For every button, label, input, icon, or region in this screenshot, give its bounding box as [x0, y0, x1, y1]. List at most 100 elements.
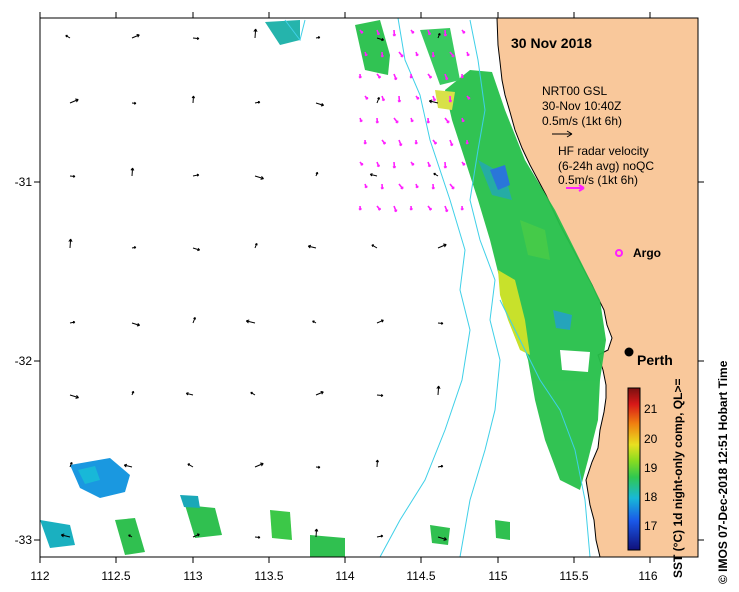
hf-vector: [376, 29, 380, 36]
sst-colorbar: [627, 387, 641, 551]
hf-vector: [375, 117, 379, 124]
imos-credit: © IMOS 07-Dec-2018 12:51 Hobart Time: [716, 360, 730, 584]
hf-vector: [376, 205, 381, 211]
nrt-vector: [428, 99, 439, 104]
hf-vector: [359, 117, 363, 123]
map-frame: [39, 17, 699, 558]
nrt-vector: [433, 172, 439, 177]
hf-vector: [358, 205, 362, 211]
hf-vector: [427, 73, 432, 79]
nrt-vector: [437, 321, 444, 325]
nrt-vector: [123, 463, 133, 468]
nrt-vector: [254, 535, 261, 539]
nrt-vector: [131, 246, 137, 249]
hf-vector: [397, 95, 402, 103]
colorbar-tick: 18: [644, 490, 658, 504]
nrt-vector: [185, 392, 194, 396]
nrt-vector: [128, 534, 133, 538]
hf-vector: [426, 117, 430, 124]
hf-vector: [393, 205, 398, 213]
sst-coastal-band: [265, 20, 606, 490]
nrt-vector: [191, 95, 196, 104]
hf-vector: [432, 139, 437, 145]
y-tick-label: -31: [15, 175, 33, 189]
hf-vector: [359, 161, 364, 166]
nrt-vector: [371, 244, 378, 249]
map-title: 30 Nov 2018: [511, 35, 592, 51]
nrt-vector: [131, 33, 140, 39]
nrt-current-vectors: [60, 28, 447, 541]
nrt-legend-title: NRT00 GSL: [542, 84, 607, 98]
hf-vector: [465, 139, 469, 145]
x-tick-label: 113.5: [254, 569, 283, 583]
hf-vector: [393, 117, 399, 124]
hf-vector: [358, 73, 362, 79]
argo-float-marker: [615, 249, 623, 257]
x-tick-label: 113: [183, 569, 202, 583]
x-tick-label: 114: [335, 569, 354, 583]
hf-vector: [461, 161, 466, 166]
hf-vector: [409, 205, 413, 211]
hf-vector: [381, 139, 386, 145]
nrt-vector: [69, 98, 79, 104]
hf-vector: [449, 51, 455, 58]
nrt-vector: [69, 461, 73, 468]
colorbar-tick: 17: [644, 519, 658, 533]
nrt-vector: [60, 533, 71, 538]
hf-vector: [414, 139, 418, 145]
nrt-vector: [312, 320, 317, 324]
nrt-vector: [187, 463, 194, 468]
hf-vector: [444, 205, 449, 213]
nrt-vector: [376, 534, 384, 538]
hf-vector: [415, 95, 420, 100]
hf-vector: [432, 95, 436, 102]
x-tick-label: 115.5: [559, 569, 588, 583]
hf-vector: [415, 183, 419, 189]
nrt-vector: [245, 319, 256, 324]
nrt-vector: [192, 247, 201, 252]
nrt-vector: [250, 391, 256, 396]
hf-vector: [449, 183, 455, 190]
nrt-vector: [192, 317, 197, 324]
hf-vector: [443, 29, 448, 37]
hf-vector: [461, 117, 465, 123]
nrt-vector: [254, 242, 258, 249]
hf-vector: [460, 205, 464, 211]
nrt-legend-time: 30-Nov 10:40Z: [542, 99, 621, 113]
bathymetry-contours: [284, 18, 591, 557]
nrt-vector: [376, 319, 384, 324]
x-tick-label: 114.5: [406, 569, 435, 583]
nrt-vector: [192, 36, 200, 40]
sst-southwest-patches: [40, 458, 510, 557]
nrt-vector: [130, 167, 135, 177]
y-tick-label: -33: [15, 533, 33, 547]
nrt-vector: [69, 394, 79, 399]
hf-vector: [466, 95, 471, 100]
x-tick-label: 112.5: [101, 569, 130, 583]
hf-legend-qc: (6-24h avg) noQC: [558, 159, 654, 173]
nrt-vector: [65, 34, 71, 39]
nrt-vector: [437, 243, 447, 249]
nrt-vector: [192, 173, 200, 177]
hf-vector: [448, 95, 453, 103]
hf-vector: [461, 29, 466, 34]
hf-vector: [449, 139, 454, 147]
hf-vector: [444, 117, 450, 124]
nrt-vector: [254, 462, 264, 468]
land-western-australia: [496, 18, 698, 557]
colorbar-tick: 19: [644, 461, 658, 475]
hf-vector: [393, 73, 398, 81]
hf-vector: [444, 73, 449, 81]
nrt-vector: [68, 238, 73, 249]
hf-vector: [410, 161, 415, 166]
nrt-vector: [69, 174, 76, 178]
colorbar-ticks: 21 20 19 18 17: [644, 402, 658, 533]
x-axis-labels: 112 112.5 113 113.5 114 114.5 115 115.5 …: [30, 569, 657, 583]
hf-scale-arrowhead: [578, 184, 585, 192]
hf-vector: [380, 51, 384, 58]
nrt-vector: [254, 175, 264, 180]
x-tick-label: 116: [638, 569, 657, 583]
nrt-legend-scale: 0.5m/s (1kt 6h): [542, 114, 622, 128]
hf-vector: [364, 95, 369, 100]
y-tick-label: -32: [15, 354, 33, 368]
